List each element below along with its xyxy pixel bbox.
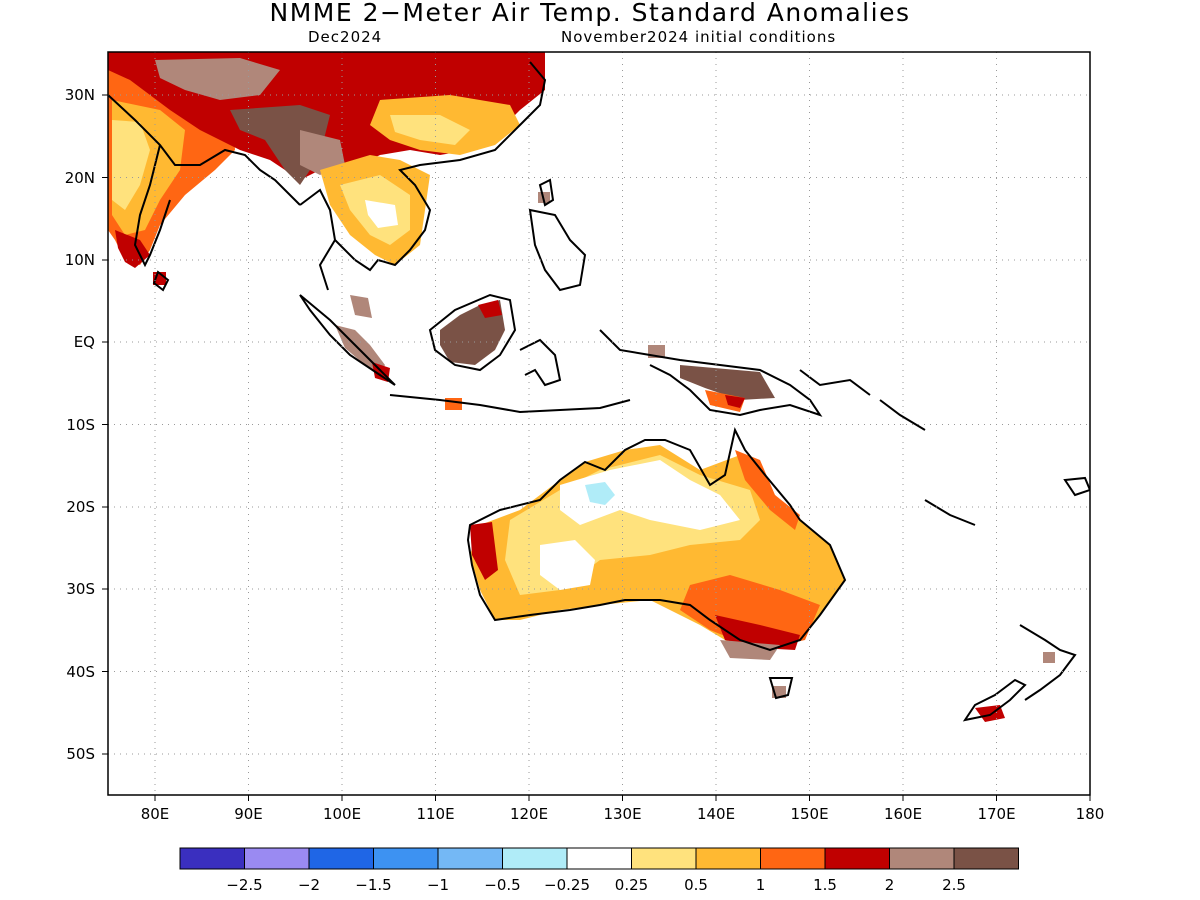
anomaly-region-thailand — [365, 200, 398, 228]
anomaly-region-tibet-high — [155, 58, 280, 100]
legend-swatch — [308, 847, 374, 870]
legend-swatch — [566, 847, 632, 870]
anomaly-region-india-inner — [112, 120, 150, 210]
lat-label-eq: EQ — [74, 333, 95, 351]
lon-label-90e: 90E — [234, 805, 263, 823]
initial-conditions: November2024 initial conditions — [561, 28, 837, 46]
legend-label: −2.5 — [226, 876, 262, 894]
legend-swatch — [760, 847, 826, 870]
legend-label: −0.5 — [484, 876, 520, 894]
lat-label-30s: 30S — [66, 580, 95, 598]
legend-label: −1 — [427, 876, 449, 894]
legend-label: 1 — [756, 876, 766, 894]
legend-label: −2 — [298, 876, 320, 894]
anomaly-region-yunnan — [300, 130, 345, 175]
legend-swatch — [373, 847, 439, 870]
legend-label: 0.5 — [684, 876, 708, 894]
anomaly-region-victoria — [715, 615, 800, 650]
anomaly-region-new-guinea-core — [725, 395, 745, 408]
lat-label-10s: 10S — [66, 416, 95, 434]
lon-label-140e: 140E — [697, 805, 735, 823]
map-content — [108, 52, 1090, 722]
anomaly-region-queensland-coast — [735, 450, 800, 530]
anomaly-region-malaysia — [350, 295, 372, 318]
coastlines — [108, 61, 1090, 722]
legend-swatch — [179, 847, 245, 870]
lon-label-100e: 100E — [323, 805, 361, 823]
legend-swatch — [889, 847, 955, 870]
anomaly-region-new-guinea — [680, 365, 775, 400]
lon-label-130e: 130E — [603, 805, 641, 823]
lat-label-30n: 30N — [65, 86, 95, 104]
anomaly-region-victoria-coast — [720, 640, 780, 660]
forecast-month: Dec2024 — [308, 28, 383, 46]
map-frame — [107, 51, 1091, 796]
longitude-labels: 80E 90E 100E 110E 120E 130E 140E 150E 16… — [141, 805, 1105, 823]
legend-swatch — [631, 847, 697, 870]
graticule — [108, 52, 1090, 795]
legend-label: −0.25 — [544, 876, 590, 894]
lon-label-120e: 120E — [510, 805, 548, 823]
legend-label: −1.5 — [355, 876, 391, 894]
lat-label-50s: 50S — [66, 745, 95, 763]
anomaly-region-java — [445, 398, 462, 410]
anomaly-region-australia-interior — [560, 460, 740, 530]
legend-labels: −2.5 −2 −1.5 −1 −0.5 −0.25 0.25 0.5 1 1.5 2 2.5 — [226, 876, 966, 894]
lat-label-10n: 10N — [65, 251, 95, 269]
anomaly-region-china-southeast — [390, 115, 470, 145]
lon-label-180: 180 — [1076, 805, 1105, 823]
legend-label: 2.5 — [942, 876, 966, 894]
legend-swatch — [695, 847, 761, 870]
lon-label-80e: 80E — [141, 805, 170, 823]
legend-swatch — [953, 847, 1019, 870]
legend-label: 1.5 — [813, 876, 837, 894]
lat-label-20s: 20S — [66, 498, 95, 516]
anomaly-region-australia-west-edge — [470, 522, 498, 580]
axis-ticks — [102, 94, 1091, 801]
chart-title: NMME 2−Meter Air Temp. Standard Anomalie… — [269, 0, 911, 27]
lon-label-150e: 150E — [790, 805, 828, 823]
latitude-labels: 30N 20N 10N EQ 10S 20S 30S 40S 50S — [65, 86, 95, 763]
legend-swatch — [824, 847, 890, 870]
legend-colorbar — [179, 847, 1019, 870]
legend-label: 0.25 — [615, 876, 648, 894]
lon-label-160e: 160E — [884, 805, 922, 823]
lat-label-40s: 40S — [66, 663, 95, 681]
lat-label-20n: 20N — [65, 169, 95, 187]
legend-label: 2 — [885, 876, 895, 894]
legend-swatch — [244, 847, 310, 870]
lon-label-110e: 110E — [416, 805, 454, 823]
legend-swatch — [502, 847, 568, 870]
lon-label-170e: 170E — [977, 805, 1015, 823]
anomaly-region-australia-cool — [585, 482, 615, 505]
anomaly-region-new-zealand-north — [1043, 652, 1055, 663]
legend-swatch — [437, 847, 503, 870]
anomaly-region-borneo-north — [478, 300, 502, 318]
anomaly-region-australia-west-white — [540, 540, 595, 590]
